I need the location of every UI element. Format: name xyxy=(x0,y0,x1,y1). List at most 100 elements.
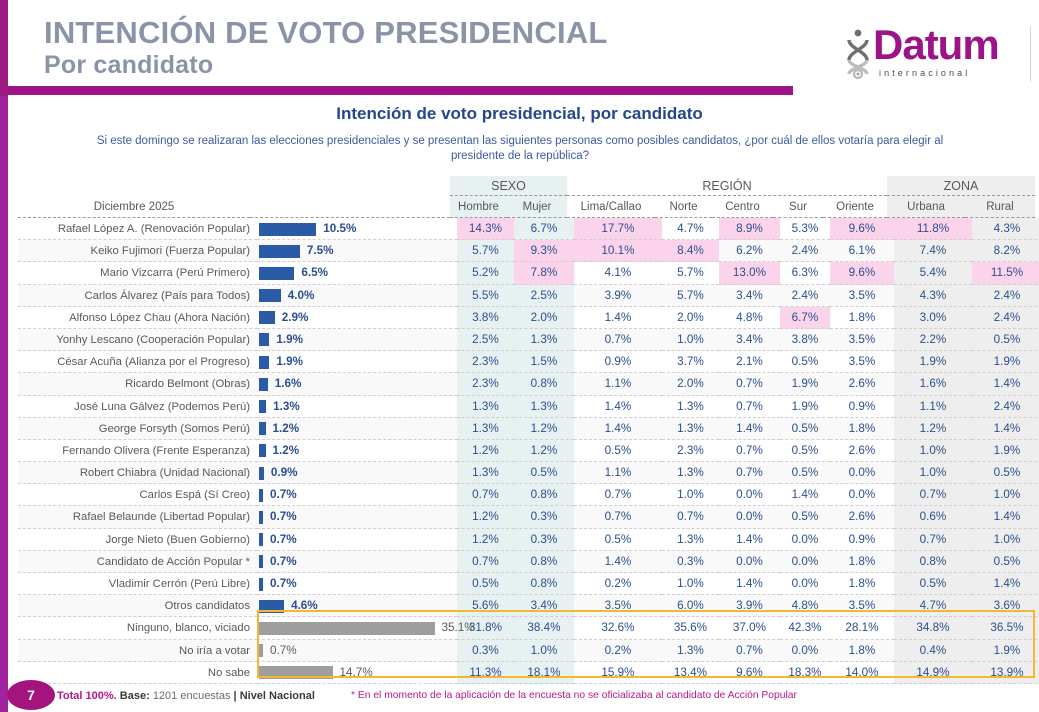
table-row[interactable]: Jorge Nieto (Buen Gobierno) 0.7% 1.2% 0.3% 0… xyxy=(18,528,1039,551)
data-cell: 13.9% xyxy=(972,661,1039,684)
table-row[interactable]: Carlos Álvarez (País para Todos) 4.0% 5.5%… xyxy=(18,284,1039,307)
table-row[interactable]: Keiko Fujimori (Fuerza Popular) 7.5% 5.7% 9… xyxy=(18,240,1039,263)
data-cell: 0.0% xyxy=(830,484,894,507)
table-row[interactable]: No sabe 14.7% 11.3% 18.1% 15.9% 13.4% 9.6% 18.3… xyxy=(18,661,1039,684)
data-cell: 8.4% xyxy=(662,240,719,263)
table-row[interactable]: Yonhy Lescano (Cooperación Popular) 1.9% 2… xyxy=(18,328,1039,352)
data-cell: 0.3% xyxy=(662,551,719,573)
data-cell: 5.7% xyxy=(662,285,719,307)
data-cell: 1.4% xyxy=(780,484,830,507)
data-cell: 0.0% xyxy=(719,551,780,573)
value-label: 0.7% xyxy=(270,643,297,657)
data-cell: 3.5% xyxy=(830,595,894,618)
table-row[interactable]: George Forsyth (Somos Perú) 1.2% 1.3% 1.2% 1… xyxy=(18,417,1039,440)
data-cell: 5.6% xyxy=(457,595,514,618)
data-cell: 1.2% xyxy=(894,417,972,440)
table-row[interactable]: Rafael Belaunde (Libertad Popular) 0.7% 1.… xyxy=(18,506,1039,529)
value-label: 1.3% xyxy=(273,399,300,413)
header-rule xyxy=(8,86,793,95)
data-cell: 1.9% xyxy=(894,351,972,374)
data-cell: 7.4% xyxy=(894,240,972,263)
data-cell: 0.3% xyxy=(457,639,514,662)
candidate-name: Fernando Olivera (Frente Esperanza) xyxy=(18,440,257,463)
data-cell: 1.8% xyxy=(830,551,894,573)
table-row[interactable]: Carlos Espá (Sí Creo) 0.7% 0.7% 0.8% 0.7% 1.0… xyxy=(18,484,1039,507)
value-label: 0.9% xyxy=(270,466,298,480)
data-cell: 14.0% xyxy=(830,662,894,684)
data-cell: 0.5% xyxy=(780,440,830,463)
candidate-name: Ninguno, blanco, viciado xyxy=(18,617,257,640)
data-cell: 4.8% xyxy=(719,307,780,329)
candidate-name: Rafael López A. (Renovación Popular) xyxy=(18,218,257,241)
table-row[interactable]: Otros candidatos 4.6% 5.6% 3.4% 3.5% 6.0% 3.9%… xyxy=(18,595,1039,618)
logo-divider xyxy=(1030,26,1031,82)
value-bar xyxy=(259,377,268,391)
data-cell: 1.4% xyxy=(719,418,780,440)
data-cell: 0.0% xyxy=(780,529,830,551)
data-cell: 6.0% xyxy=(662,595,719,618)
data-cell: 2.0% xyxy=(514,306,574,329)
data-cell: 1.5% xyxy=(514,351,574,374)
data-cell: 0.5% xyxy=(780,418,830,440)
table-row[interactable]: Ninguno, blanco, viciado 35.1% 31.8% 38.4% 3… xyxy=(18,617,1039,640)
column-group-región: REGIÓN xyxy=(567,176,887,196)
page-header: INTENCIÓN DE VOTO PRESIDENCIAL Por candi… xyxy=(0,0,1039,96)
column-header-urbana: Urbana xyxy=(887,196,965,218)
data-cell: 5.4% xyxy=(894,262,972,285)
data-cell: 2.3% xyxy=(662,440,719,463)
candidate-name: No sabe xyxy=(18,662,257,684)
data-cell: 13.4% xyxy=(662,662,719,684)
bar-cell: 1.9% xyxy=(257,329,457,352)
data-cell: 3.5% xyxy=(574,595,662,618)
data-cell: 1.9% xyxy=(972,351,1039,374)
bar-cell: 4.6% xyxy=(257,595,457,618)
column-group-zona: ZONA xyxy=(887,176,1035,196)
value-label: 0.7% xyxy=(270,554,297,568)
bar-cell: 1.6% xyxy=(257,373,457,396)
bar-cell: 4.0% xyxy=(257,285,457,307)
data-cell: 0.3% xyxy=(514,528,574,551)
candidate-name: Otros candidatos xyxy=(18,595,257,618)
table-row[interactable]: César Acuña (Alianza por el Progreso) 1.9… xyxy=(18,351,1039,374)
data-cell: 17.7% xyxy=(574,218,662,241)
table-row[interactable]: Ricardo Belmont (Obras) 1.6% 2.3% 0.8% 1.1% 2… xyxy=(18,373,1039,396)
table-row[interactable]: Vladimir Cerrón (Perú Libre) 0.7% 0.5% 0.8%… xyxy=(18,573,1039,596)
data-cell: 4.8% xyxy=(780,595,830,618)
bar-cell: 0.7% xyxy=(257,506,457,529)
table-row[interactable]: Rafael López A. (Renovación Popular) 10.5… xyxy=(18,218,1039,241)
column-header-mujer: Mujer xyxy=(507,196,567,218)
data-cell: 1.3% xyxy=(457,417,514,440)
data-cell: 1.1% xyxy=(574,462,662,485)
data-cell: 1.4% xyxy=(972,373,1039,396)
table-row[interactable]: Fernando Olivera (Frente Esperanza) 1.2% 1… xyxy=(18,439,1039,463)
data-cell: 38.4% xyxy=(514,617,574,640)
table-row[interactable]: No iría a votar 0.7% 0.3% 1.0% 0.2% 1.3% 0.7% 0… xyxy=(18,639,1039,662)
value-bar xyxy=(259,488,263,502)
data-cell: 0.9% xyxy=(830,529,894,551)
data-cell: 1.2% xyxy=(457,439,514,463)
data-cell: 18.1% xyxy=(514,661,574,684)
data-cell: 15.9% xyxy=(574,662,662,684)
table-row[interactable]: José Luna Gálvez (Podemos Perú) 1.3% 1.3% 1… xyxy=(18,395,1039,418)
data-cell: 2.4% xyxy=(780,240,830,263)
table-row[interactable]: Alfonso López Chau (Ahora Nación) 2.9% 3.8… xyxy=(18,306,1039,329)
data-cell: 2.3% xyxy=(457,373,514,396)
page-subtitle: Por candidato xyxy=(44,51,214,79)
data-cell: 1.4% xyxy=(719,573,780,596)
data-cell: 0.5% xyxy=(972,462,1039,485)
value-label: 0.7% xyxy=(270,532,297,546)
data-cell: 6.2% xyxy=(719,240,780,263)
candidate-name: Keiko Fujimori (Fuerza Popular) xyxy=(18,240,257,263)
table-row[interactable]: Candidato de Acción Popular * 0.7% 0.7% 0.8… xyxy=(18,550,1039,573)
data-cell: 32.6% xyxy=(574,617,662,640)
data-cell: 1.0% xyxy=(972,484,1039,507)
data-cell: 6.3% xyxy=(780,262,830,285)
data-cell: 28.1% xyxy=(830,617,894,640)
data-cell: 2.6% xyxy=(830,506,894,529)
data-cell: 0.3% xyxy=(514,506,574,529)
data-cell: 1.4% xyxy=(972,573,1039,596)
table-row[interactable]: Robert Chiabra (Unidad Nacional) 0.9% 1.3%… xyxy=(18,462,1039,485)
table-row[interactable]: Mario Vizcarra (Perú Primero) 6.5% 5.2% 7.8… xyxy=(18,262,1039,285)
data-cell: 7.8% xyxy=(514,262,574,285)
value-label: 0.7% xyxy=(270,577,297,590)
